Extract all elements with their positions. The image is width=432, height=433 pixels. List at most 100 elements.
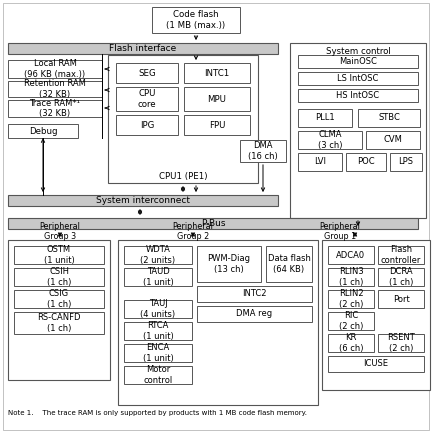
- Text: System interconnect: System interconnect: [96, 196, 190, 205]
- Text: CLMA
(3 ch): CLMA (3 ch): [318, 130, 342, 150]
- Bar: [8, 195, 278, 206]
- Text: Note 1.    The trace RAM is only supported by products with 1 MB code flash memo: Note 1. The trace RAM is only supported …: [8, 410, 307, 416]
- Text: DCRA
(1 ch): DCRA (1 ch): [389, 267, 413, 287]
- Text: ADCA0: ADCA0: [337, 251, 365, 259]
- Bar: [108, 55, 258, 183]
- Text: Debug: Debug: [29, 126, 57, 136]
- Bar: [328, 290, 374, 308]
- Bar: [298, 89, 418, 102]
- Bar: [358, 109, 420, 127]
- Text: CSIH
(1 ch): CSIH (1 ch): [47, 267, 71, 287]
- Bar: [298, 153, 342, 171]
- Bar: [290, 43, 426, 218]
- Bar: [184, 87, 250, 111]
- Bar: [118, 240, 318, 405]
- Text: P-Bus: P-Bus: [201, 219, 225, 228]
- Bar: [328, 268, 374, 286]
- Text: Trace RAM*¹
(32 KB): Trace RAM*¹ (32 KB): [29, 99, 80, 118]
- Bar: [8, 124, 78, 138]
- Text: CPU
core: CPU core: [138, 89, 156, 109]
- Bar: [8, 81, 102, 97]
- Text: MainOSC: MainOSC: [339, 57, 377, 66]
- Text: Flash interface: Flash interface: [109, 44, 177, 53]
- Text: ENCA
(1 unit): ENCA (1 unit): [143, 343, 173, 363]
- Bar: [328, 356, 424, 372]
- Bar: [8, 43, 278, 54]
- Text: WDTA
(2 units): WDTA (2 units): [140, 246, 175, 265]
- Bar: [197, 286, 312, 302]
- Text: LS IntOSC: LS IntOSC: [337, 74, 379, 83]
- Bar: [390, 153, 422, 171]
- Text: HS IntOSC: HS IntOSC: [337, 91, 380, 100]
- Bar: [184, 115, 250, 135]
- Text: Peripheral
Group 1: Peripheral Group 1: [320, 222, 360, 242]
- Text: FPU: FPU: [209, 120, 225, 129]
- Text: OSTM
(1 unit): OSTM (1 unit): [44, 246, 74, 265]
- Bar: [328, 246, 374, 264]
- Text: ICUSE: ICUSE: [363, 359, 388, 368]
- Bar: [124, 246, 192, 264]
- Text: CPU1 (PE1): CPU1 (PE1): [159, 171, 207, 181]
- Text: Peripheral
Group 2: Peripheral Group 2: [172, 222, 213, 242]
- Bar: [378, 290, 424, 308]
- Text: MPU: MPU: [207, 94, 226, 103]
- Bar: [366, 131, 420, 149]
- Text: Peripheral
Group 3: Peripheral Group 3: [40, 222, 80, 242]
- Text: Local RAM
(96 KB (max.)): Local RAM (96 KB (max.)): [25, 59, 86, 79]
- Bar: [152, 7, 240, 33]
- Bar: [14, 290, 104, 308]
- Text: DMA reg: DMA reg: [236, 310, 273, 319]
- Text: Retention RAM
(32 KB): Retention RAM (32 KB): [24, 79, 86, 99]
- Text: IPG: IPG: [140, 120, 154, 129]
- Text: Data flash
(64 KB): Data flash (64 KB): [267, 254, 311, 274]
- Bar: [197, 306, 312, 322]
- Text: TAUD
(1 unit): TAUD (1 unit): [143, 267, 173, 287]
- Text: RLIN3
(1 ch): RLIN3 (1 ch): [339, 267, 363, 287]
- Bar: [328, 334, 374, 352]
- Text: LVI: LVI: [314, 158, 326, 167]
- Bar: [14, 246, 104, 264]
- Text: INTC2: INTC2: [242, 290, 267, 298]
- Bar: [266, 246, 312, 282]
- Bar: [124, 268, 192, 286]
- Bar: [298, 131, 362, 149]
- Text: TAUJ
(4 units): TAUJ (4 units): [140, 299, 175, 319]
- Text: Code flash
(1 MB (max.)): Code flash (1 MB (max.)): [166, 10, 226, 30]
- Text: RLIN2
(2 ch): RLIN2 (2 ch): [339, 289, 363, 309]
- Text: RTCA
(1 unit): RTCA (1 unit): [143, 321, 173, 341]
- Bar: [8, 100, 102, 117]
- Bar: [124, 366, 192, 384]
- Text: SEG: SEG: [138, 68, 156, 78]
- Bar: [116, 63, 178, 83]
- Text: DMA
(16 ch): DMA (16 ch): [248, 141, 278, 161]
- Text: LPS: LPS: [398, 158, 413, 167]
- Text: CVM: CVM: [384, 136, 403, 145]
- Text: CSIG
(1 ch): CSIG (1 ch): [47, 289, 71, 309]
- Text: INTC1: INTC1: [204, 68, 230, 78]
- Text: PWM-Diag
(13 ch): PWM-Diag (13 ch): [207, 254, 251, 274]
- Bar: [346, 153, 386, 171]
- Bar: [240, 140, 286, 162]
- Text: RIC
(2 ch): RIC (2 ch): [339, 311, 363, 331]
- Bar: [184, 63, 250, 83]
- Text: Port: Port: [393, 294, 410, 304]
- Bar: [378, 268, 424, 286]
- Bar: [116, 115, 178, 135]
- Bar: [298, 55, 418, 68]
- Bar: [124, 344, 192, 362]
- Text: KR
(6 ch): KR (6 ch): [339, 333, 363, 353]
- Bar: [8, 218, 418, 229]
- Text: RS-CANFD
(1 ch): RS-CANFD (1 ch): [37, 313, 81, 333]
- Text: Flash
controller: Flash controller: [381, 246, 421, 265]
- Bar: [8, 60, 102, 78]
- Text: System control: System control: [326, 48, 391, 56]
- Text: RSENT
(2 ch): RSENT (2 ch): [387, 333, 415, 353]
- Bar: [378, 246, 424, 264]
- Bar: [322, 240, 430, 390]
- Bar: [298, 109, 352, 127]
- Bar: [124, 300, 192, 318]
- Text: STBC: STBC: [378, 113, 400, 123]
- Bar: [197, 246, 261, 282]
- Bar: [14, 268, 104, 286]
- Bar: [8, 240, 110, 380]
